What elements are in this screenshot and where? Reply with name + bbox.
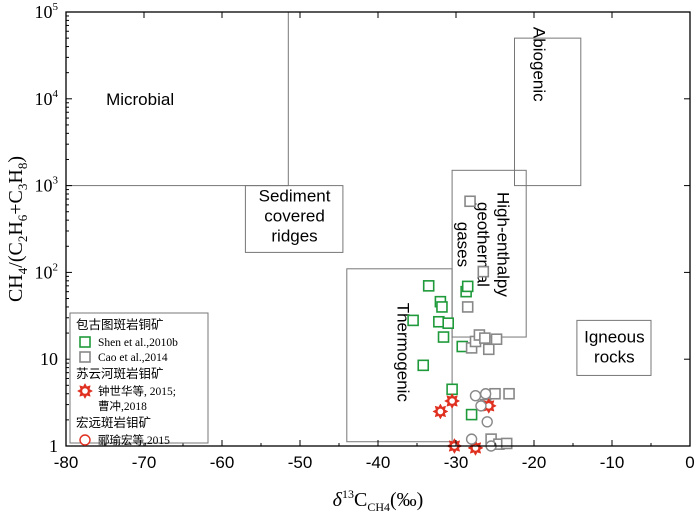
x-tick-label-3: -50 <box>288 453 313 472</box>
field-label-thermogenic: Thermogenic <box>394 303 413 403</box>
y-tick-label-4: 104 <box>35 88 59 109</box>
x-axis-title: δ13CCH4(‰) <box>333 487 424 514</box>
legend-marker-1-0 <box>76 382 94 400</box>
series-0-point-7 <box>446 383 458 396</box>
series-0-point-11 <box>465 408 478 421</box>
x-tick-label-5: -30 <box>444 453 469 472</box>
field-label-sediment-covered-ridges: Sediment covered ridges <box>259 187 331 246</box>
series-0-point-1 <box>422 280 435 292</box>
legend-marker-0-0 <box>79 336 91 348</box>
data-points <box>407 195 515 456</box>
series-3-point-0 <box>465 433 478 445</box>
field-box-microbial <box>65 11 289 187</box>
series-2-point-1 <box>444 392 461 410</box>
legend-marker-0-1 <box>79 351 91 363</box>
series-0-point-8 <box>456 340 469 353</box>
series-1-point-12 <box>500 437 513 450</box>
series-2-point-4-center <box>485 403 492 409</box>
legend-label-0-1: Cao et al.,2014 <box>98 352 168 364</box>
axes: -80 -70 -60 -50 -40 -30 -20 -10 0 1 10 102 103 104 105… <box>5 1 695 514</box>
field-label-high-enthalpy-geothermal-gases: High-enthalpygeothermalgases <box>453 192 512 297</box>
legend-marker-1-0-center <box>82 388 88 394</box>
series-2-point-0 <box>432 403 449 420</box>
legend-label-1-0: 钟世华等, 2015; <box>98 384 176 398</box>
y-axis-title: CH4/(C2H6+C3H8) <box>5 156 30 302</box>
x-tick-label-2: -60 <box>210 453 235 472</box>
series-0-point-0 <box>407 314 419 327</box>
series-1-point-6 <box>479 332 491 344</box>
x-tick-label-0: -80 <box>54 453 79 472</box>
legend-marker-2-0 <box>79 434 91 446</box>
series-1-point-9 <box>489 387 501 400</box>
x-tick-label-4: -40 <box>366 453 391 472</box>
series-3-point-1 <box>469 389 482 402</box>
x-tick-label-1: -70 <box>132 453 157 472</box>
y-tick-label-0: 1 <box>49 436 58 456</box>
series-0-point-3 <box>436 301 448 313</box>
series-0-point-6 <box>442 317 455 329</box>
series-1-point-0 <box>461 301 474 313</box>
field-label-microbial: Microbial <box>106 90 174 109</box>
field-box-sediment-covered-ridges <box>244 185 344 253</box>
series-3-point-3 <box>481 416 493 428</box>
series-2-point-1-center <box>449 398 455 404</box>
legend-label-0-0: Shen et al.,2010b <box>98 337 178 349</box>
legend: 包古图斑岩铜矿 Shen et al.,2010b Cao et al.,2014 苏… <box>69 312 209 447</box>
legend-group-title-1: 苏云河斑岩钼矿 <box>76 366 164 381</box>
x-tick-label-6: -20 <box>522 453 547 472</box>
series-1-point-5 <box>477 265 490 278</box>
series-0-point-12 <box>417 359 430 372</box>
field-boxes: Microbial Sediment covered ridges Abiogenic H… <box>65 11 652 443</box>
series-1-point-10 <box>490 333 503 345</box>
field-label-igneous-rocks: Igneous rocks <box>584 328 645 367</box>
field-label-abiogenic: Abiogenic <box>529 27 548 102</box>
series-1-point-7 <box>482 343 495 356</box>
series-1-point-13 <box>503 387 515 400</box>
field-box-igneous-rocks <box>576 319 652 376</box>
y-tick-label-3: 103 <box>35 175 59 196</box>
y-tick-label-2: 102 <box>35 261 59 282</box>
x-tick-label-8: 0 <box>685 453 694 472</box>
field-box-thermogenic <box>346 268 453 443</box>
y-tick-label-5: 105 <box>35 1 59 22</box>
y-tick-label-1: 10 <box>40 349 58 369</box>
x-tick-label-7: -10 <box>600 453 625 472</box>
legend-box <box>69 312 209 444</box>
series-0-point-10 <box>461 280 474 293</box>
legend-label-2-0: 郦瑜宏等,2015 <box>98 433 170 447</box>
legend-group-title-0: 包古图斑岩铜矿 <box>76 317 164 332</box>
series-3-point-5 <box>475 400 487 412</box>
series-2-point-0-center <box>437 408 444 415</box>
series-3-point-2 <box>479 388 492 400</box>
series-0-point-4 <box>433 315 445 328</box>
series-1-point-1 <box>464 195 476 208</box>
series-0-point-5 <box>437 331 450 343</box>
legend-group-title-2: 宏远斑岩钼矿 <box>76 415 151 430</box>
legend-label2-1-0: 曹冲,2018 <box>98 399 147 413</box>
field-box-abiogenic <box>514 37 582 187</box>
